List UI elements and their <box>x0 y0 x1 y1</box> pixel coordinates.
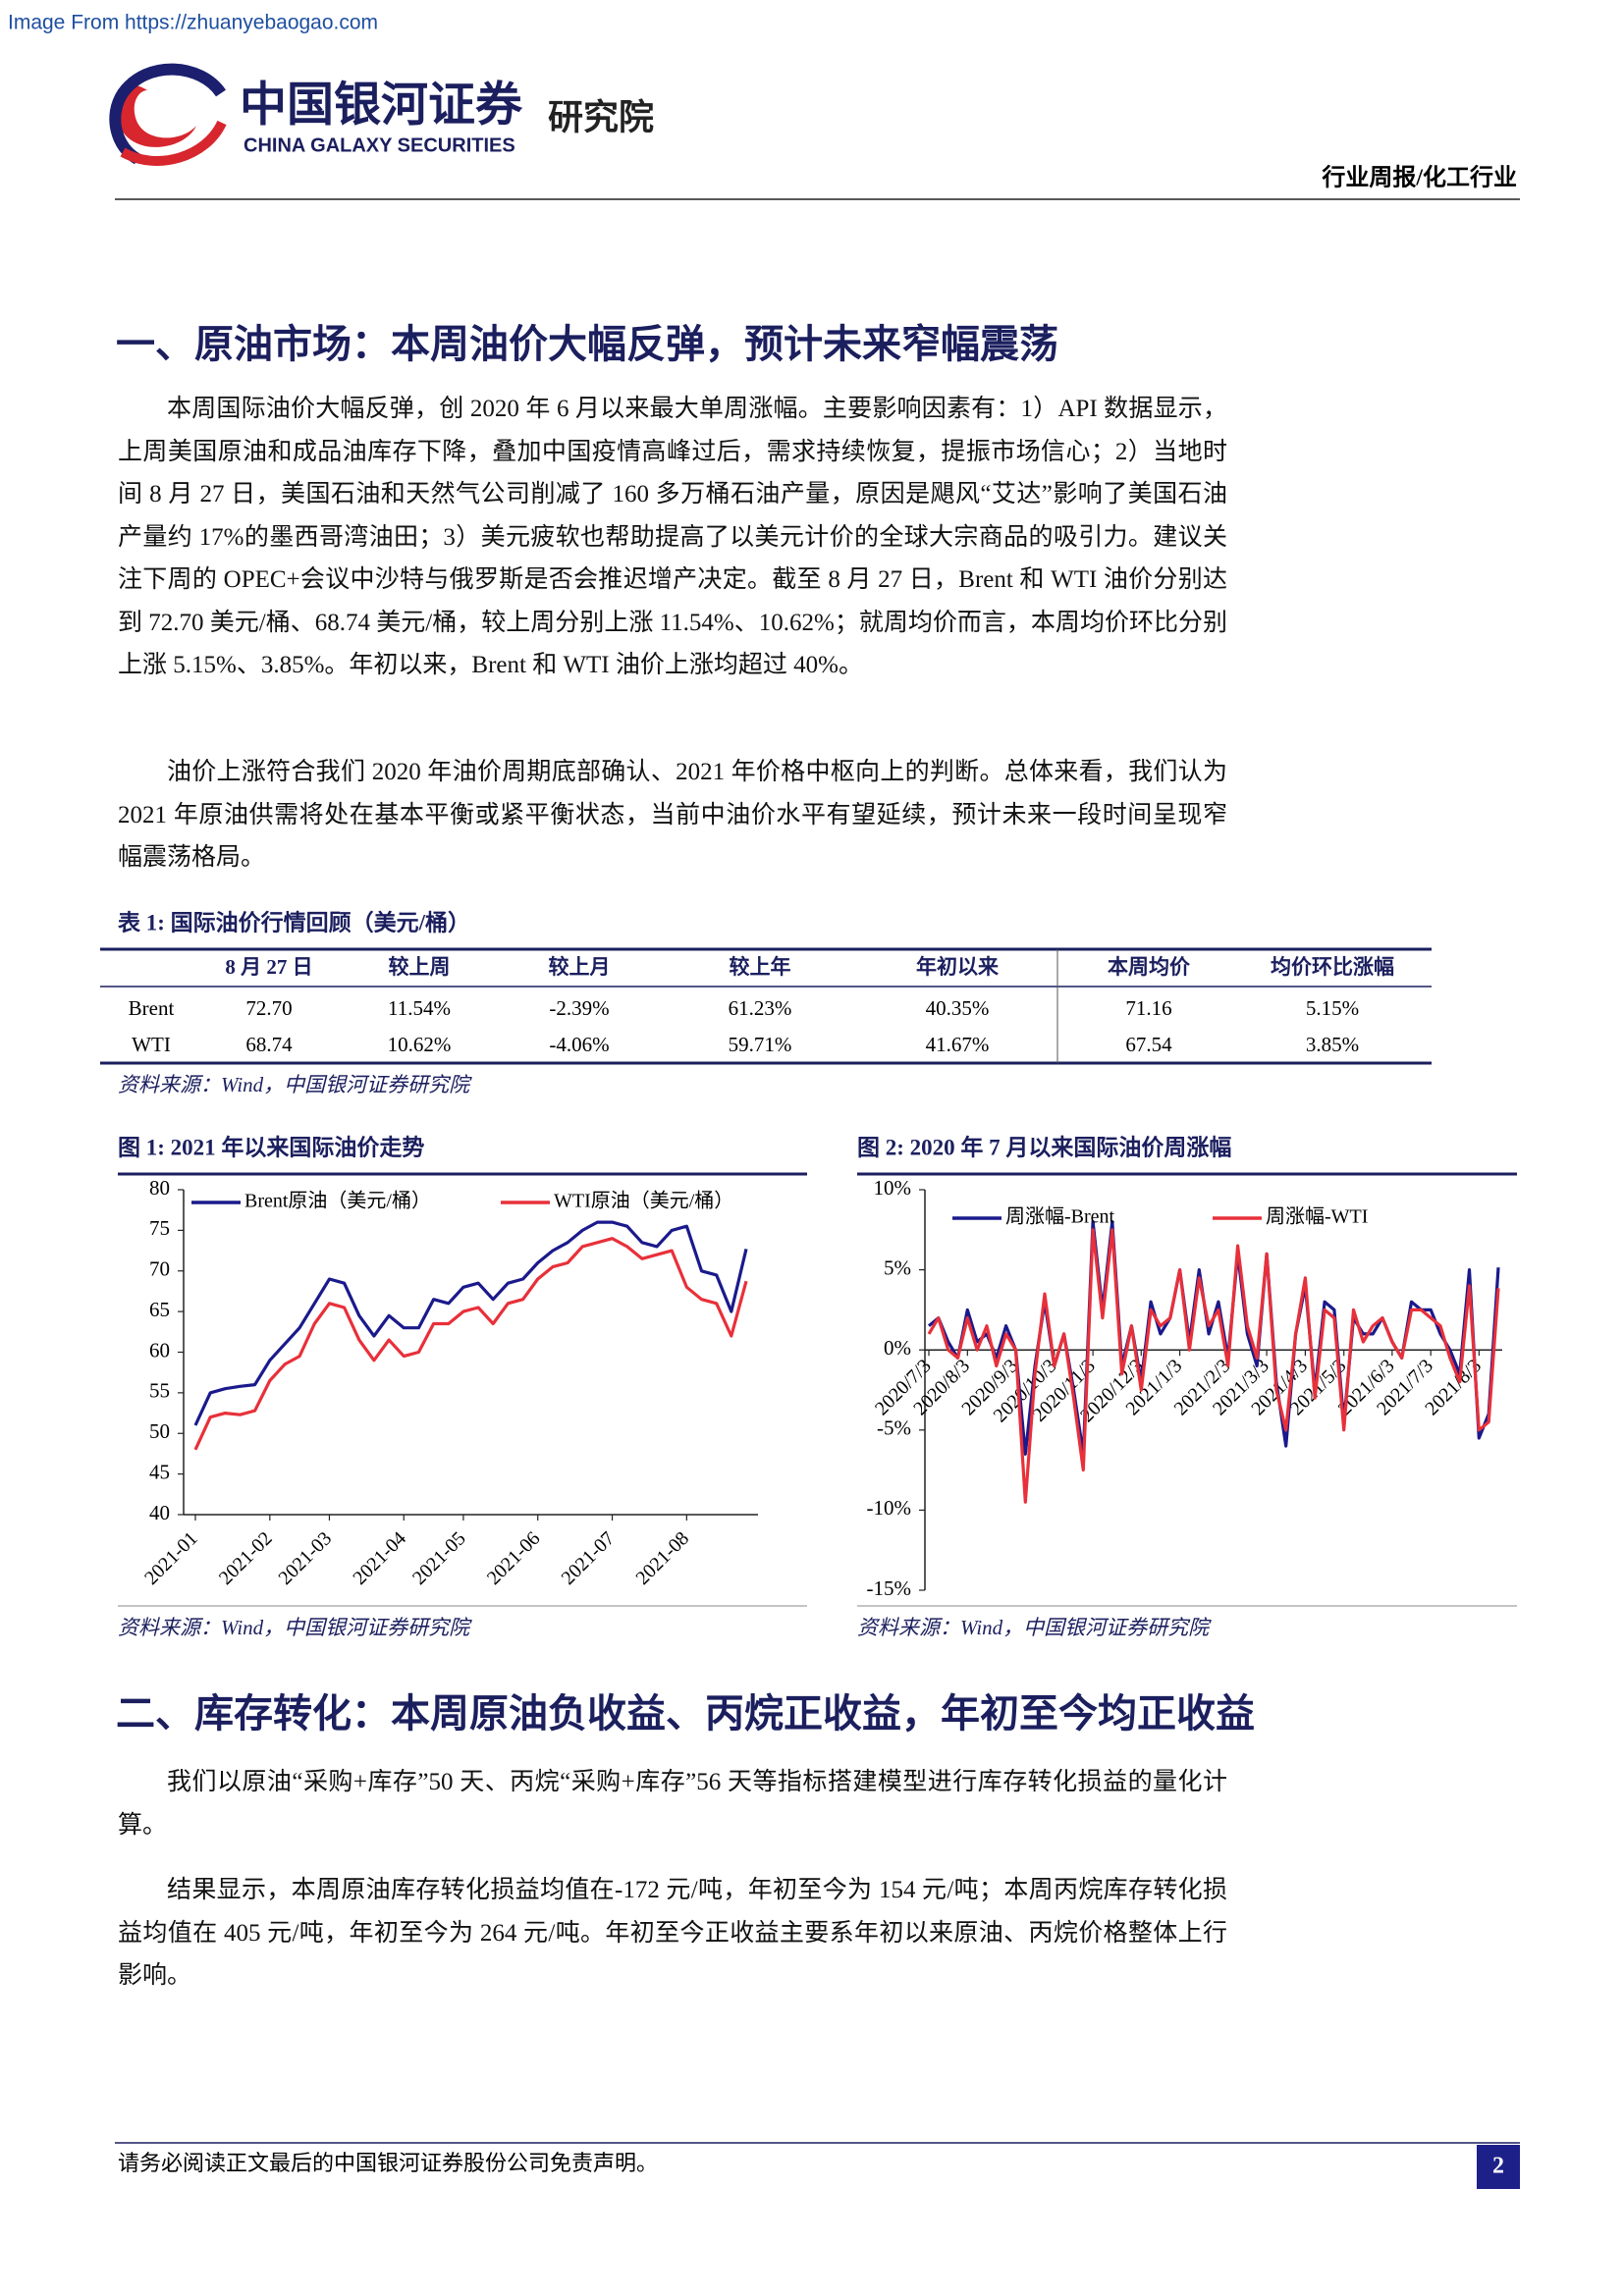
disclaimer: 请务必阅读正文最后的中国银河证券股份公司免责声明。 <box>118 2151 658 2175</box>
figure-title: 图 1: 2021 年以来国际油价走势 <box>118 1134 424 1159</box>
y-tick-label: 75 <box>149 1216 170 1240</box>
y-tick-label: 50 <box>149 1419 170 1443</box>
y-tick-label: 0% <box>884 1336 911 1360</box>
table-cell: WTI <box>132 1033 171 1056</box>
watermark: Image From https://zhuanyebaogao.com <box>8 12 378 34</box>
x-tick-label: 2021-03 <box>275 1527 337 1589</box>
x-tick-label: 2021-04 <box>349 1527 410 1589</box>
series-line <box>193 1220 748 1426</box>
table-cell: 5.15% <box>1306 996 1359 1020</box>
legend-label: 周涨幅-WTI <box>1266 1205 1368 1228</box>
paragraph: 我们以原油“采购+库存”50 天、丙烷“采购+库存”56 天等指标搭建模型进行库… <box>118 1769 1227 1839</box>
table-cell: -4.06% <box>549 1033 609 1056</box>
table-source: 资料来源：Wind，中国银河证券研究院 <box>118 1073 472 1096</box>
table-cell: Brent <box>129 996 175 1020</box>
logo-en: CHINA GALAXY SECURITIES <box>244 134 515 156</box>
table-header: 年初以来 <box>916 955 1000 979</box>
x-tick-label: 2021-02 <box>215 1527 277 1589</box>
paragraph: 本周国际油价大幅反弹，创 2020 年 6 月以来最大单周涨幅。主要影响因素有：… <box>118 396 1227 678</box>
x-tick-label: 2021-08 <box>631 1527 693 1589</box>
series-line <box>927 1228 1500 1504</box>
legend-label: Brent原油（美元/桶） <box>244 1190 431 1212</box>
legend-label: 周涨幅-Brent <box>1005 1205 1115 1228</box>
y-tick-label: -10% <box>867 1496 912 1520</box>
table-cell: 41.67% <box>926 1033 990 1056</box>
y-tick-label: 5% <box>884 1255 911 1279</box>
paragraph: 油价上涨符合我们 2020 年油价周期底部确认、2021 年价格中枢向上的判断。… <box>118 759 1227 871</box>
section-heading: 二、库存转化：本周原油负收益、丙烷正收益，年初至今均正收益 <box>116 1691 1255 1735</box>
logo <box>109 63 227 166</box>
table-cell: 67.54 <box>1125 1033 1172 1056</box>
table-cell: 68.74 <box>245 1033 293 1056</box>
series-line <box>927 1220 1500 1456</box>
table-header: 均价环比涨幅 <box>1271 955 1394 979</box>
y-tick-label: 55 <box>149 1379 170 1403</box>
table-cell: 40.35% <box>926 996 990 1020</box>
table-header: 8 月 27 日 <box>225 955 312 979</box>
table-header: 较上月 <box>549 955 611 979</box>
y-tick-label: 70 <box>149 1257 170 1281</box>
table-cell: 61.23% <box>729 996 792 1020</box>
table-header: 较上年 <box>730 955 791 979</box>
table-cell: 10.62% <box>388 1033 452 1056</box>
paragraph: 结果显示，本周原油库存转化损益均值在-172 元/吨，年初至今为 154 元/吨… <box>118 1877 1227 1989</box>
y-tick-label: 45 <box>149 1460 170 1483</box>
table-cell: -2.39% <box>549 996 609 1020</box>
institute: 研究院 <box>548 97 654 137</box>
y-tick-label: 60 <box>149 1338 170 1362</box>
legend-label: WTI原油（美元/桶） <box>554 1190 733 1212</box>
y-tick-label: 80 <box>149 1176 170 1200</box>
table-cell: 71.16 <box>1125 996 1171 1020</box>
table-header: 较上周 <box>389 955 451 979</box>
table-cell: 59.71% <box>729 1033 792 1056</box>
table-cell: 11.54% <box>388 996 451 1020</box>
x-tick-label: 2021-07 <box>558 1527 620 1589</box>
x-tick-label: 2021-06 <box>483 1527 545 1589</box>
series-line <box>193 1237 748 1451</box>
x-tick-label: 2021-05 <box>408 1527 470 1589</box>
figure-source: 资料来源：Wind，中国银河证券研究院 <box>118 1616 472 1639</box>
x-tick-label: 2021-01 <box>140 1527 202 1589</box>
y-tick-label: 10% <box>874 1176 912 1200</box>
table-header: 本周均价 <box>1108 955 1191 979</box>
section-heading: 一、原油市场：本周油价大幅反弹，预计未来窄幅震荡 <box>116 322 1058 366</box>
logo-cn: 中国银河证券 <box>240 80 523 132</box>
page-number: 2 <box>1492 2154 1504 2179</box>
y-tick-label: -5% <box>877 1416 911 1440</box>
y-tick-label: 40 <box>149 1501 170 1524</box>
table-title: 表 1: 国际油价行情回顾（美元/桶） <box>118 909 470 934</box>
table-cell: 72.70 <box>245 996 292 1020</box>
table-cell: 3.85% <box>1306 1033 1359 1056</box>
y-tick-label: 65 <box>149 1298 170 1321</box>
report-category: 行业周报/化工行业 <box>1321 164 1517 191</box>
figure-title: 图 2: 2020 年 7 月以来国际油价周涨幅 <box>857 1134 1231 1159</box>
figure-source: 资料来源：Wind，中国银河证券研究院 <box>857 1616 1212 1639</box>
y-tick-label: -15% <box>867 1576 912 1600</box>
page-number-box <box>1477 2145 1520 2189</box>
